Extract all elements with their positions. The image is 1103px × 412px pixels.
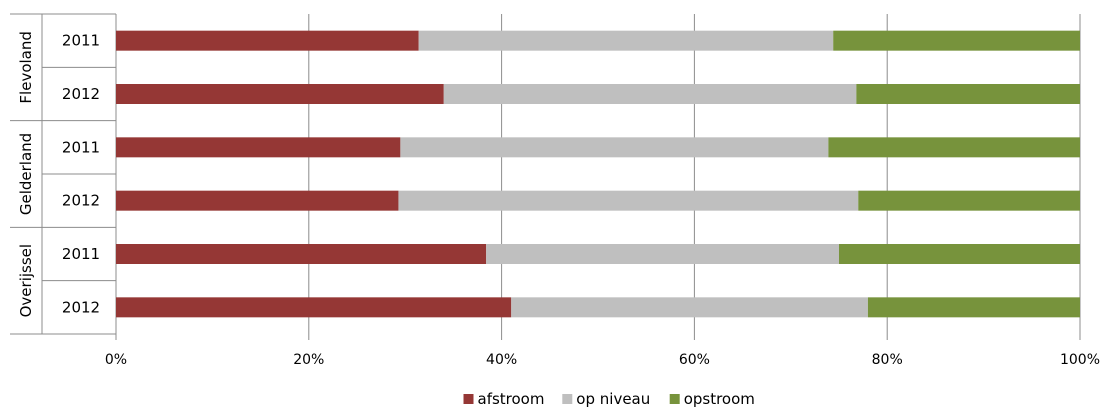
group-label: Gelderland	[17, 133, 35, 215]
category-label: 2011	[62, 32, 100, 50]
bar-segment	[443, 84, 857, 104]
bar-segment	[116, 297, 512, 318]
x-tick-label: 40%	[486, 352, 517, 368]
x-tick-label: 80%	[872, 352, 903, 368]
legend-entry: afstroom	[478, 390, 545, 408]
category-label: 2012	[62, 192, 100, 210]
legend-entry: opstroom	[684, 390, 755, 408]
category-label: 2012	[62, 298, 100, 316]
category-label: 2011	[62, 245, 100, 263]
bars	[116, 30, 1080, 318]
bar-segment	[116, 244, 487, 264]
x-tick-labels: 0% 20% 40% 60% 80% 100%	[105, 352, 1100, 368]
bar-segment	[398, 190, 859, 211]
gridlines	[115, 14, 1081, 340]
bar-segment	[400, 137, 829, 158]
group-label: Overijssel	[17, 244, 35, 317]
category-label: 2012	[62, 85, 100, 103]
bar-segment	[511, 297, 868, 318]
axes	[10, 13, 117, 335]
bar-segment	[116, 190, 399, 211]
bar-segment	[858, 190, 1080, 211]
x-tick-label: 0%	[105, 352, 127, 368]
legend-swatch	[562, 394, 573, 404]
bar-segment	[418, 30, 834, 51]
bar-segment	[116, 30, 419, 51]
group-label: Flevoland	[17, 31, 35, 103]
bar-segment	[839, 244, 1080, 264]
bar-segment	[833, 30, 1080, 51]
x-tick-label: 60%	[679, 352, 710, 368]
legend-swatch	[669, 394, 680, 404]
category-label: 2011	[62, 138, 100, 156]
x-tick-label: 20%	[293, 352, 324, 368]
category-labels: Flevoland Gelderland Overijssel 2011 2012 201…	[17, 31, 100, 317]
bar-segment	[486, 244, 839, 264]
bar-segment	[828, 137, 1080, 158]
legend-swatch	[463, 394, 474, 404]
bar-segment	[116, 137, 401, 158]
bar-segment	[116, 84, 444, 104]
legend-entry: op niveau	[576, 390, 650, 408]
bar-segment	[856, 84, 1080, 104]
legend: afstroom op niveau opstroom	[463, 390, 755, 408]
bar-segment	[867, 297, 1080, 318]
x-tick-label: 100%	[1060, 352, 1100, 368]
